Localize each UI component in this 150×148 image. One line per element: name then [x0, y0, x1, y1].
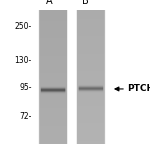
Text: PTCHD2: PTCHD2: [128, 85, 150, 93]
Text: 250-: 250-: [14, 22, 32, 31]
Text: 95-: 95-: [19, 83, 32, 92]
Text: A: A: [46, 0, 53, 6]
Text: B: B: [82, 0, 89, 6]
Text: 130-: 130-: [14, 57, 32, 65]
Text: 72-: 72-: [19, 112, 32, 121]
